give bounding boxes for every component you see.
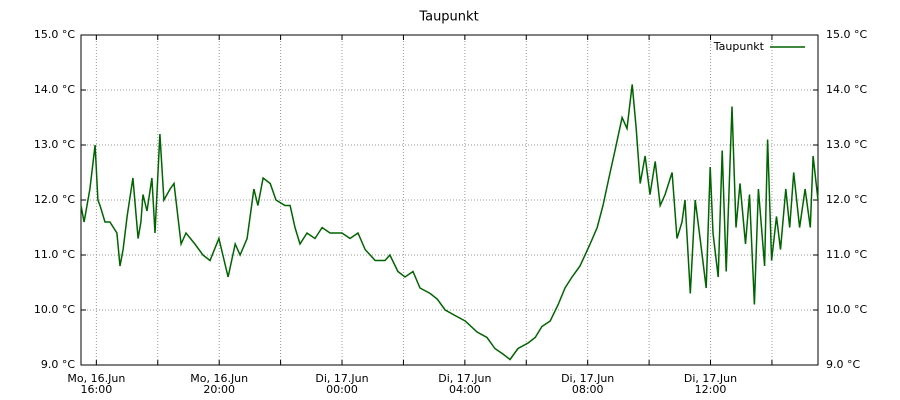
y-tick-label: 14.0 °C — [34, 83, 75, 96]
y2-tick-label: 10.0 °C — [826, 303, 867, 316]
y-tick-label: 13.0 °C — [34, 138, 75, 151]
x-tick-label: Di, 17.Jun — [315, 372, 368, 385]
x-tick-label: Di, 17.Jun — [561, 372, 614, 385]
chart-title: Taupunkt — [418, 10, 478, 25]
y2-tick-label: 12.0 °C — [826, 193, 867, 206]
y2-tick-label: 15.0 °C — [826, 28, 867, 41]
y2-tick-label: 14.0 °C — [826, 83, 867, 96]
y2-tick-label: 11.0 °C — [826, 248, 867, 261]
x-tick-label: 20:00 — [203, 383, 235, 396]
x-tick-label: Mo, 16.Jun — [67, 372, 125, 385]
x-tick-label: 12:00 — [695, 383, 727, 396]
y-tick-label: 15.0 °C — [34, 28, 75, 41]
x-tick-label: 00:00 — [326, 383, 358, 396]
y2-tick-label: 9.0 °C — [826, 358, 860, 371]
y2-tick-label: 13.0 °C — [826, 138, 867, 151]
y-tick-label: 12.0 °C — [34, 193, 75, 206]
x-tick-label: Di, 17.Jun — [438, 372, 491, 385]
y-tick-label: 9.0 °C — [41, 358, 75, 371]
data-line — [80, 84, 819, 361]
y-tick-label: 10.0 °C — [34, 303, 75, 316]
x-tick-label: 16:00 — [81, 383, 113, 396]
x-tick-label: Mo, 16.Jun — [190, 372, 248, 385]
legend-label: Taupunkt — [713, 40, 765, 53]
x-tick-label: Di, 17.Jun — [684, 372, 737, 385]
x-tick-label: 08:00 — [572, 383, 604, 396]
y-tick-label: 11.0 °C — [34, 248, 75, 261]
x-tick-label: 04:00 — [449, 383, 481, 396]
